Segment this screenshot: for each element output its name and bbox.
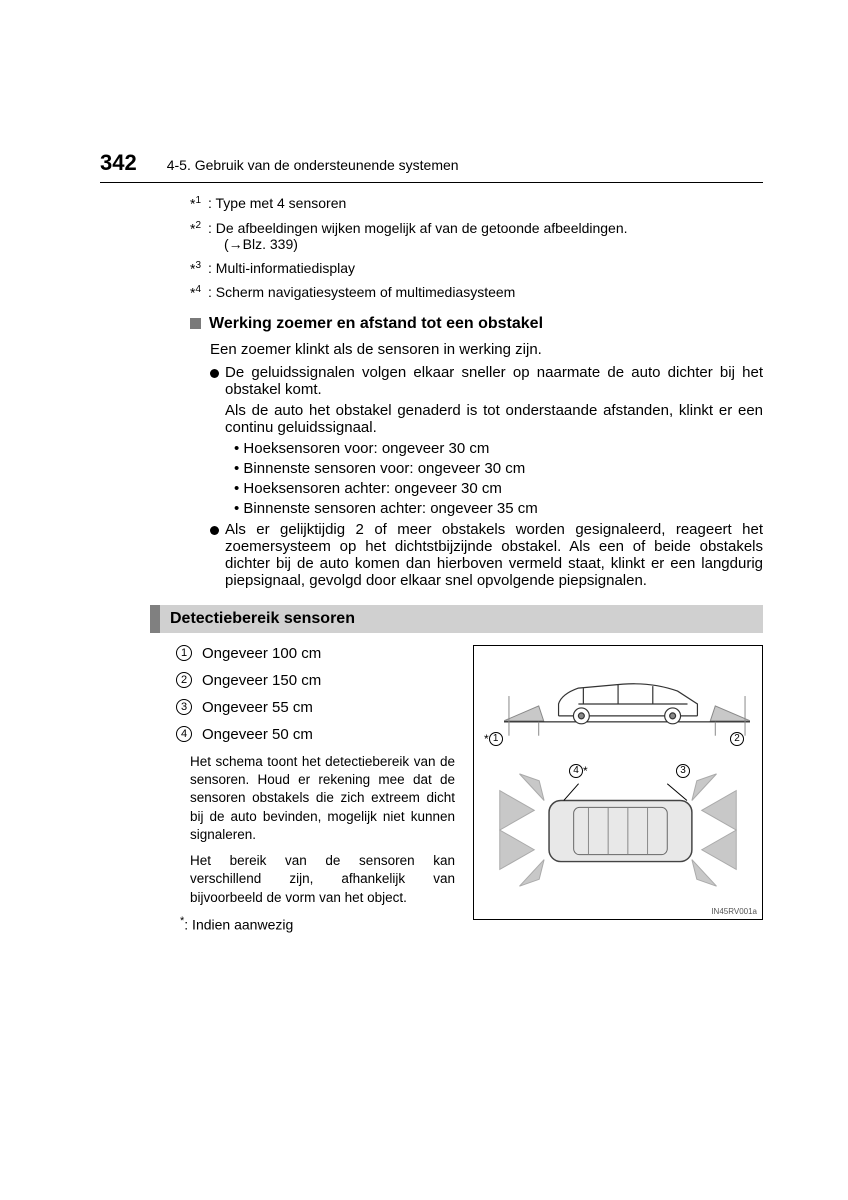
footnote: *3 : Multi-informatiedisplay [190,260,763,277]
sub-bullet: • Binnenste sensoren voor: ongeveer 30 c… [234,460,763,477]
circle-number-icon: 3 [176,699,192,715]
image-code: IN45RV001a [711,907,757,916]
sub-bullet-list: • Hoeksensoren voor: ongeveer 30 cm • Bi… [234,440,763,517]
page-number: 342 [100,150,137,176]
subsection-title: Werking zoemer en afstand tot een obstak… [190,315,763,333]
footnote-marker: *2 [190,220,206,237]
square-bullet-icon [190,318,201,329]
continuation-text: Als de auto het obstakel genaderd is tot… [225,402,763,436]
circle-number-icon: 4 [176,726,192,742]
footnote: *4 : Scherm navigatiesysteem of multimed… [190,284,763,301]
footnote-text: : Scherm navigatiesysteem of multimedias… [208,284,763,300]
section-heading: Detectiebereik sensoren [150,605,763,633]
round-bullet-icon [210,526,219,535]
range-item: 3 Ongeveer 55 cm [176,699,455,716]
range-item: 2 Ongeveer 150 cm [176,672,455,689]
footnotes-block: *1 : Type met 4 sensoren *2 : De afbeeld… [190,195,763,301]
description-text: Het schema toont het detectiebereik van … [190,753,455,844]
round-bullet-icon [210,369,219,378]
footnote: *2 : De afbeeldingen wijken mogelijk af … [190,220,763,252]
intro-text: Een zoemer klinkt als de sensoren in wer… [210,341,763,358]
footnote: *1 : Type met 4 sensoren [190,195,763,212]
sensor-diagram: *1 2 [473,645,763,920]
footnote-text: : Multi-informatiedisplay [208,260,763,276]
footnote-text: : Type met 4 sensoren [208,195,763,211]
circle-number-icon: 2 [176,672,192,688]
footnote-marker: *4 [190,284,206,301]
detection-section: Detectiebereik sensoren 1 Ongeveer 100 c… [190,605,763,932]
bullet-list: De geluidssignalen volgen elkaar sneller… [210,364,763,589]
description-text: Het bereik van de sensoren kan verschill… [190,852,455,907]
section-path: 4-5. Gebruik van de ondersteunende syste… [167,157,459,173]
subsection-buzzer: Werking zoemer en afstand tot een obstak… [190,315,763,589]
diagram-label-4: 4* [569,764,588,778]
footnote-marker: *1 [190,195,206,212]
bullet-item: De geluidssignalen volgen elkaar sneller… [210,364,763,398]
range-list: 1 Ongeveer 100 cm 2 Ongeveer 150 cm 3 On… [190,645,455,743]
sub-bullet: • Hoeksensoren achter: ongeveer 30 cm [234,480,763,497]
sub-bullet: • Hoeksensoren voor: ongeveer 30 cm [234,440,763,457]
range-item: 1 Ongeveer 100 cm [176,645,455,662]
circle-number-icon: 1 [176,645,192,661]
diagram-label-3: 3 [676,764,690,778]
footnote-text: : De afbeeldingen wijken mogelijk af van… [208,220,763,252]
car-side-view [504,666,750,736]
asterisk-note: *: Indien aanwezig [180,915,455,933]
car-top-view [494,766,742,899]
diagram-label-1: *1 [484,732,503,746]
sub-bullet: • Binnenste sensoren achter: ongeveer 35… [234,500,763,517]
footnote-marker: *3 [190,260,206,277]
diagram-label-2: 2 [730,732,744,746]
range-item: 4 Ongeveer 50 cm [176,726,455,743]
bullet-item: Als er gelijktijdig 2 of meer obstakels … [210,521,763,589]
page-header: 342 4-5. Gebruik van de ondersteunende s… [100,150,763,183]
